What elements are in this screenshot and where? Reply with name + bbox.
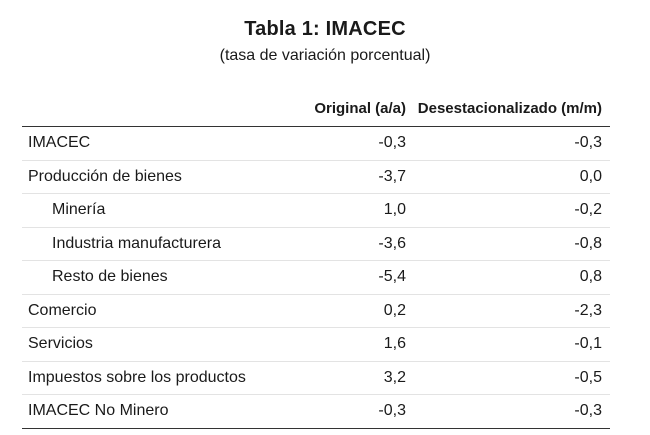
row-original-value: 3,2 — [296, 361, 414, 395]
imacec-table: Original (a/a) Desestacionalizado (m/m) … — [22, 90, 610, 429]
row-original-value: 0,2 — [296, 294, 414, 328]
row-label: Comercio — [22, 294, 296, 328]
table-row: Minería 1,0 -0,2 — [22, 193, 610, 228]
row-desestacionalizado-value: -0,2 — [414, 193, 610, 228]
row-desestacionalizado-value: -2,3 — [414, 294, 610, 328]
row-desestacionalizado-value: -0,3 — [414, 394, 610, 429]
row-desestacionalizado-value: -0,5 — [414, 361, 610, 395]
row-label: Impuestos sobre los productos — [22, 361, 296, 395]
table-row: Producción de bienes -3,7 0,0 — [22, 160, 610, 194]
table-row: Comercio 0,2 -2,3 — [22, 294, 610, 328]
row-desestacionalizado-value: -0,8 — [414, 227, 610, 261]
table-row: Impuestos sobre los productos 3,2 -0,5 — [22, 361, 610, 395]
row-label: IMACEC — [22, 126, 296, 161]
row-label: Servicios — [22, 327, 296, 362]
table-title: Tabla 1: IMACEC — [244, 18, 406, 40]
row-desestacionalizado-value: -0,1 — [414, 327, 610, 362]
table-row: IMACEC -0,3 -0,3 — [22, 126, 610, 161]
row-original-value: 1,0 — [296, 193, 414, 228]
row-label: IMACEC No Minero — [22, 394, 296, 429]
row-label: Producción de bienes — [22, 160, 296, 194]
table-row: Industria manufacturera -3,6 -0,8 — [22, 227, 610, 261]
table-row: IMACEC No Minero -0,3 -0,3 — [22, 394, 610, 429]
row-desestacionalizado-value: 0,8 — [414, 260, 610, 295]
table-subtitle: (tasa de variación porcentual) — [219, 47, 431, 64]
header-empty — [22, 90, 296, 127]
row-desestacionalizado-value: -0,3 — [414, 126, 610, 161]
row-original-value: -0,3 — [296, 394, 414, 429]
table-header-row: Original (a/a) Desestacionalizado (m/m) — [22, 90, 610, 127]
row-label: Minería — [22, 193, 296, 228]
row-original-value: -0,3 — [296, 126, 414, 161]
header-desestacionalizado: Desestacionalizado (m/m) — [417, 99, 602, 117]
header-original: Original (a/a) — [314, 99, 406, 117]
row-original-value: -5,4 — [296, 260, 414, 295]
table-row: Servicios 1,6 -0,1 — [22, 327, 610, 362]
row-original-value: -3,7 — [296, 160, 414, 194]
table-row: Resto de bienes -5,4 0,8 — [22, 260, 610, 295]
row-original-value: 1,6 — [296, 327, 414, 362]
row-label: Industria manufacturera — [22, 227, 296, 261]
row-desestacionalizado-value: 0,0 — [414, 160, 610, 194]
row-original-value: -3,6 — [296, 227, 414, 261]
row-label: Resto de bienes — [22, 260, 296, 295]
